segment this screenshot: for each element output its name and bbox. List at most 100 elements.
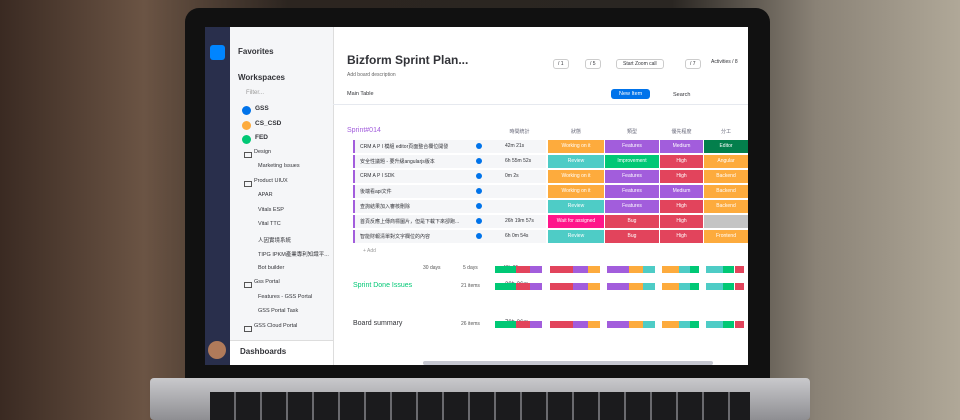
- summary-bar: [516, 283, 531, 290]
- label-cell[interactable]: Features: [605, 170, 659, 183]
- avatar[interactable]: [208, 341, 226, 359]
- tree-item[interactable]: FED: [255, 134, 268, 141]
- summary-bar: [723, 283, 735, 290]
- label-cell[interactable]: Working on it: [548, 140, 604, 153]
- board-title: Bizform Sprint Plan...: [347, 53, 469, 67]
- summary-bar: [587, 283, 600, 290]
- label-cell[interactable]: Features: [605, 140, 659, 153]
- label-cell[interactable]: Wait for assigned: [548, 215, 604, 228]
- workspaces: Workspaces: [238, 73, 285, 82]
- tree-item[interactable]: Vital TTC: [258, 221, 281, 227]
- label-cell[interactable]: High: [660, 170, 703, 183]
- tree-item[interactable]: GSS: [255, 105, 269, 112]
- label-cell[interactable]: Review: [548, 155, 604, 168]
- label-cell[interactable]: Improvement: [605, 155, 659, 168]
- dashboards-bar: [230, 340, 333, 365]
- item-name[interactable]: 首頁反應上傳商標圖片，但是下載下來卻跑...: [360, 219, 460, 225]
- summary-bar: [662, 283, 679, 290]
- label-cell[interactable]: Working on it: [548, 170, 604, 183]
- label-cell[interactable]: Medium: [660, 140, 703, 153]
- logo[interactable]: [210, 45, 225, 60]
- summary-bar: [662, 266, 679, 273]
- item-name[interactable]: 後端看api文件: [360, 189, 392, 195]
- new-item[interactable]: New Item: [611, 89, 651, 99]
- tree-item[interactable]: 人因實境系統: [258, 237, 292, 244]
- label-cell[interactable]: Backend: [704, 170, 748, 183]
- activities[interactable]: Activities / 8: [711, 59, 738, 65]
- time-tracking: 42m 21s: [505, 143, 525, 149]
- label-cell[interactable]: Angular: [704, 155, 748, 168]
- add-item[interactable]: + Add: [363, 248, 376, 254]
- label-cell[interactable]: Frontend: [704, 230, 748, 243]
- item-name[interactable]: 安全性議題 - 要升級angularjs版本: [360, 159, 435, 165]
- group-title[interactable]: Board summary: [353, 320, 403, 327]
- tree-item[interactable]: Features - GSS Portal: [258, 293, 313, 300]
- label-cell[interactable]: Editor: [704, 140, 748, 153]
- label-cell[interactable]: Working on it: [548, 185, 604, 198]
- item-name[interactable]: 智能財報清單對文字欄位的內容: [360, 234, 431, 240]
- search[interactable]: Search: [673, 92, 691, 98]
- status-dot: [476, 218, 482, 224]
- favorites[interactable]: Favorites: [238, 47, 274, 56]
- label-cell[interactable]: Bug: [605, 230, 659, 243]
- tree-item[interactable]: Marketing Issues: [258, 163, 300, 169]
- summary-bar: [587, 266, 600, 273]
- label-cell[interactable]: Features: [605, 200, 659, 213]
- zoom-button[interactable]: Start Zoom call: [616, 59, 664, 69]
- scrollbar[interactable]: [423, 361, 713, 365]
- label-cell[interactable]: High: [660, 230, 703, 243]
- label-cell[interactable]: Medium: [660, 185, 703, 198]
- status-dot: [476, 203, 482, 209]
- tree-item[interactable]: GSS Portal Task: [258, 308, 299, 314]
- summary-bar: [643, 321, 655, 328]
- filter[interactable]: Filter...: [246, 90, 265, 96]
- item-name[interactable]: CRM A P I SDK: [360, 173, 395, 179]
- label-cell[interactable]: High: [660, 200, 703, 213]
- group-title[interactable]: Sprint#014: [347, 127, 381, 134]
- icon-strip: [205, 27, 230, 365]
- tree-item[interactable]: CS_CSD: [255, 119, 282, 127]
- label-cell[interactable]: Backend: [704, 200, 748, 213]
- tree-item[interactable]: Bot builder: [258, 264, 285, 271]
- summary: 5 days: [463, 265, 478, 271]
- row-bg: [353, 155, 495, 168]
- time-bg: [493, 215, 546, 228]
- row-bg: [353, 230, 495, 243]
- tree-item[interactable]: Design: [254, 148, 272, 155]
- item-name[interactable]: CRM A P I 模組 editor頁面整合欄位開發: [360, 144, 449, 150]
- summary-bar: [723, 266, 735, 273]
- tree-item[interactable]: Product UIUX: [254, 177, 288, 184]
- label-cell[interactable]: High: [660, 155, 703, 168]
- status-dot: [476, 233, 482, 239]
- updates[interactable]: / 1: [553, 59, 569, 69]
- summary-bar: [607, 266, 629, 273]
- view-tab[interactable]: Main Table: [347, 91, 374, 97]
- row-bg: [353, 215, 495, 228]
- label-cell[interactable]: Bug: [605, 215, 659, 228]
- item-name[interactable]: 查詢結果加入審核刪除: [360, 204, 411, 210]
- board-description[interactable]: Add board description: [347, 72, 396, 78]
- tree-item[interactable]: APAR: [258, 192, 273, 198]
- summary-bar: [550, 283, 573, 290]
- dashboards[interactable]: Dashboards: [240, 347, 287, 356]
- label-cell[interactable]: Features: [605, 185, 659, 198]
- workspace-badge: [242, 106, 251, 115]
- tree-item[interactable]: Gss Portal: [254, 279, 280, 285]
- label-cell[interactable]: High: [660, 215, 703, 228]
- tree-item[interactable]: GSS Cloud Portal: [254, 322, 298, 329]
- label-cell[interactable]: Review: [548, 200, 604, 213]
- integrations[interactable]: / 5: [585, 59, 601, 69]
- label-cell[interactable]: Backend: [704, 185, 748, 198]
- label-cell[interactable]: [704, 215, 748, 228]
- workspace-badge: [242, 135, 251, 144]
- time-tracking: 0m 2s: [505, 173, 519, 179]
- summary: 30 days: [423, 265, 441, 271]
- tree-item[interactable]: Vitals ESP: [258, 206, 284, 213]
- sidebar: Favorites Workspaces Filter... GSS CS_CSD…: [230, 27, 334, 365]
- summary-bar: [678, 266, 690, 273]
- group-title[interactable]: Sprint Done Issues: [353, 282, 413, 289]
- tree-item[interactable]: TIPG IPKM產業專利知識平...: [258, 252, 329, 258]
- members[interactable]: / 7: [685, 59, 701, 69]
- label-cell[interactable]: Review: [548, 230, 604, 243]
- folder-icon: [244, 325, 252, 332]
